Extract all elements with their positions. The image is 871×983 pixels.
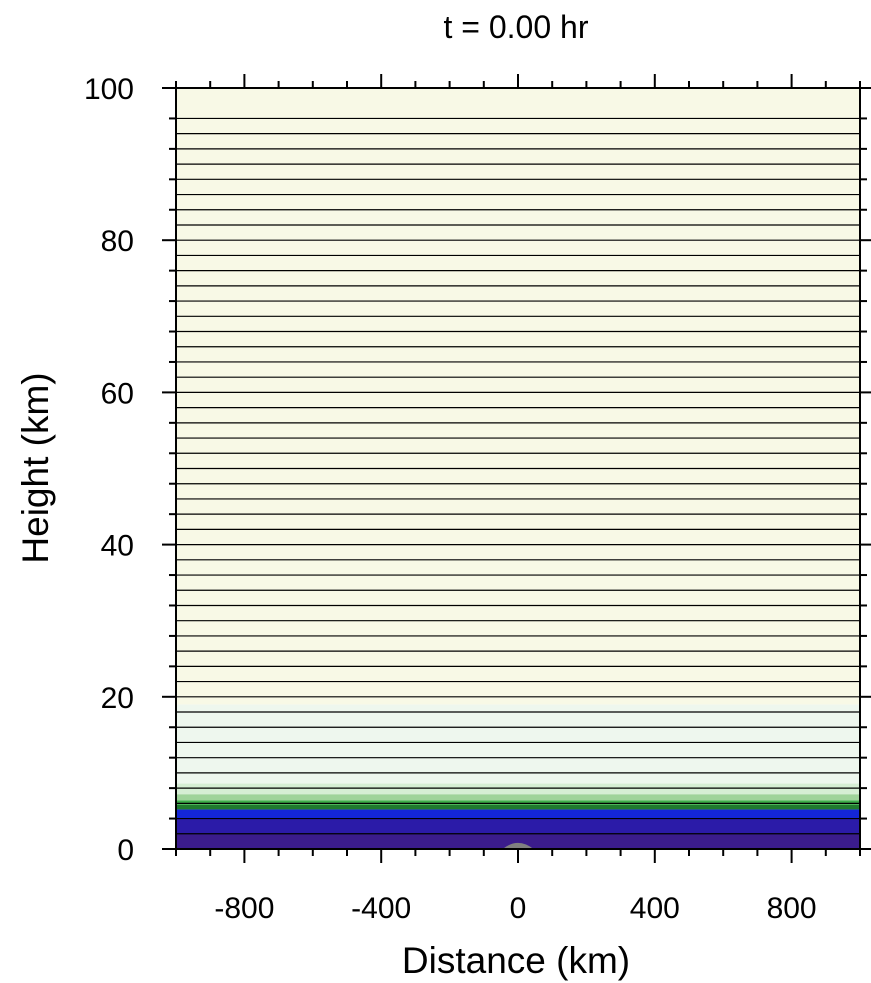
chart-title: t = 0.00 hr <box>444 9 589 45</box>
height-contour-lines <box>176 117 860 835</box>
x-tick-label: 400 <box>630 892 680 925</box>
y-tick-labels: 0 20 40 60 80 100 <box>84 73 134 867</box>
y-tick-label: 40 <box>101 530 134 563</box>
fill-band <box>176 809 860 819</box>
x-tick-label: -800 <box>214 892 274 925</box>
y-tick-label: 0 <box>117 834 134 867</box>
fill-band <box>176 800 860 805</box>
fill-band <box>176 794 860 801</box>
x-tick-label: 800 <box>767 892 817 925</box>
x-tick-label: 0 <box>510 892 527 925</box>
terrain-bump <box>502 842 534 849</box>
axis-ticks <box>162 74 871 863</box>
x-tick-labels: -800 -400 0 400 800 <box>214 892 816 925</box>
plot-frame <box>175 87 861 850</box>
fill-band <box>176 804 860 810</box>
x-tick-label: -400 <box>351 892 411 925</box>
fill-band <box>176 704 860 784</box>
fill-band <box>176 818 860 834</box>
y-tick-label: 100 <box>84 73 134 106</box>
y-tick-label: 20 <box>101 682 134 715</box>
y-axis-label: Height (km) <box>15 372 56 563</box>
fill-band <box>176 833 860 849</box>
y-tick-label: 80 <box>101 225 134 258</box>
fill-band <box>176 783 860 795</box>
plot-area <box>162 74 871 863</box>
y-tick-label: 60 <box>101 377 134 410</box>
fill-band <box>176 88 860 705</box>
fill-bands <box>176 88 860 849</box>
x-axis-label: Distance (km) <box>402 940 630 981</box>
